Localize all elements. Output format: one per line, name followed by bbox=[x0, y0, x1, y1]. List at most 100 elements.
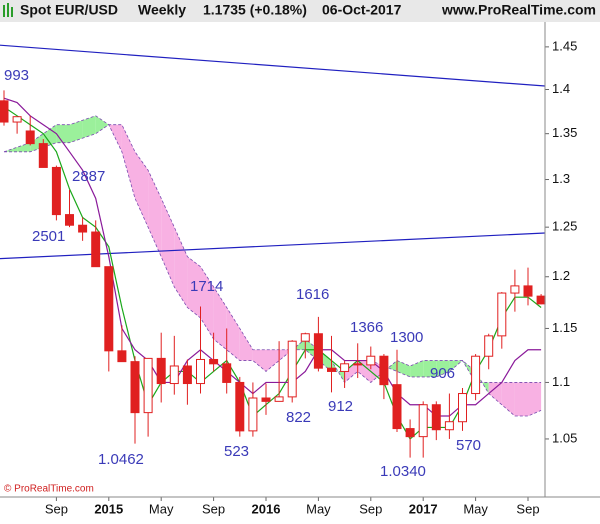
candle-body bbox=[510, 285, 520, 294]
cloud bbox=[148, 170, 162, 257]
cloud bbox=[252, 349, 266, 372]
annotation: 906 bbox=[430, 365, 455, 382]
footer: © ProRealTime.com bbox=[4, 484, 94, 495]
candle-body bbox=[444, 421, 454, 431]
cloud bbox=[161, 198, 175, 287]
cloud bbox=[200, 266, 214, 340]
annotation: 1.0340 bbox=[380, 463, 426, 480]
candle-body bbox=[12, 116, 22, 123]
date: 06-Oct-2017 bbox=[322, 2, 402, 18]
cloud bbox=[528, 382, 542, 417]
trendline bbox=[0, 44, 546, 87]
cloud bbox=[95, 115, 109, 134]
candle-body bbox=[130, 361, 140, 414]
candle-body bbox=[327, 367, 336, 372]
candle-body bbox=[523, 285, 533, 297]
cloud-span-b bbox=[4, 124, 542, 383]
annotation: 2887 bbox=[72, 168, 105, 185]
candle-body bbox=[209, 358, 219, 365]
candle-body bbox=[222, 363, 232, 383]
candle-body bbox=[196, 358, 205, 385]
candle-body bbox=[471, 355, 481, 395]
candle-body bbox=[458, 393, 467, 423]
site: www.ProRealTime.com bbox=[441, 2, 596, 18]
y-tick-label: 1.35 bbox=[552, 125, 577, 140]
candle-body bbox=[169, 365, 179, 385]
candle-body bbox=[418, 404, 428, 438]
symbol: Spot EUR/USD bbox=[20, 2, 118, 18]
y-tick-label: 1.4 bbox=[552, 81, 570, 96]
candle-body bbox=[353, 363, 363, 366]
candle-body bbox=[379, 355, 389, 386]
cloud bbox=[436, 360, 450, 377]
cloud bbox=[357, 360, 371, 383]
cloud bbox=[344, 360, 358, 383]
annotation: 822 bbox=[286, 409, 311, 426]
annotation: 1300 bbox=[390, 329, 423, 346]
candle-body bbox=[313, 333, 323, 369]
candle-body bbox=[104, 266, 114, 352]
candle-body bbox=[287, 340, 297, 398]
annotation: 1366 bbox=[350, 319, 383, 336]
candle-body bbox=[340, 363, 350, 372]
x-tick-label: May bbox=[306, 501, 331, 516]
annotation: 1616 bbox=[296, 286, 329, 303]
y-tick-label: 1.1 bbox=[552, 374, 570, 389]
cloud bbox=[423, 360, 437, 377]
candle-body bbox=[182, 365, 192, 385]
cloud bbox=[213, 286, 227, 350]
period: Weekly bbox=[138, 2, 186, 18]
x-tick-label: 2016 bbox=[252, 501, 281, 516]
candle-body bbox=[38, 143, 48, 168]
candle-body bbox=[405, 428, 415, 438]
cloud bbox=[187, 256, 201, 318]
candle-body bbox=[91, 231, 101, 268]
candle-body bbox=[51, 166, 61, 216]
trendline bbox=[0, 232, 546, 260]
x-tick-label: May bbox=[463, 501, 488, 516]
cloud bbox=[82, 115, 96, 139]
cloud bbox=[226, 307, 240, 361]
cloud bbox=[17, 142, 31, 152]
y-tick-label: 1.25 bbox=[552, 219, 577, 234]
annotation: 523 bbox=[224, 443, 249, 460]
cloud bbox=[56, 124, 70, 143]
annotation: 2501 bbox=[32, 228, 65, 245]
x-tick-label: May bbox=[149, 501, 174, 516]
y-tick-label: 1.45 bbox=[552, 38, 577, 53]
logo bbox=[3, 3, 13, 17]
cloud bbox=[121, 124, 135, 199]
candle-body bbox=[497, 292, 507, 337]
x-tick-label: 2015 bbox=[94, 501, 123, 516]
candle-body bbox=[156, 357, 166, 385]
annotation: 912 bbox=[328, 398, 353, 415]
annotation: 993 bbox=[4, 67, 29, 84]
candle-body bbox=[484, 335, 494, 357]
cloud-span-a bbox=[3, 115, 542, 417]
x-tick-label: Sep bbox=[45, 501, 68, 516]
x-tick-label: 2017 bbox=[409, 501, 438, 516]
candle-body bbox=[65, 214, 74, 226]
candle-body bbox=[274, 396, 284, 402]
cloud bbox=[69, 120, 83, 143]
moving-average bbox=[3, 97, 542, 417]
candle-body bbox=[78, 224, 88, 233]
candle-body bbox=[143, 357, 153, 414]
cloud bbox=[266, 349, 280, 372]
cloud bbox=[501, 382, 515, 417]
y-tick-label: 1.2 bbox=[552, 268, 570, 283]
x-tick-label: Sep bbox=[359, 501, 382, 516]
cloud bbox=[239, 328, 253, 361]
cloud bbox=[43, 124, 57, 148]
price: 1.1735 (+0.18%) bbox=[203, 2, 307, 18]
candle-body bbox=[261, 397, 271, 402]
annotation: 1.0462 bbox=[98, 451, 144, 468]
candle-body bbox=[366, 355, 376, 366]
header-bar bbox=[0, 0, 600, 22]
candle-body bbox=[431, 404, 441, 431]
candle-body bbox=[536, 295, 546, 305]
y-tick-label: 1.15 bbox=[552, 320, 577, 335]
candle-body bbox=[117, 350, 127, 363]
candle-body bbox=[25, 130, 35, 145]
